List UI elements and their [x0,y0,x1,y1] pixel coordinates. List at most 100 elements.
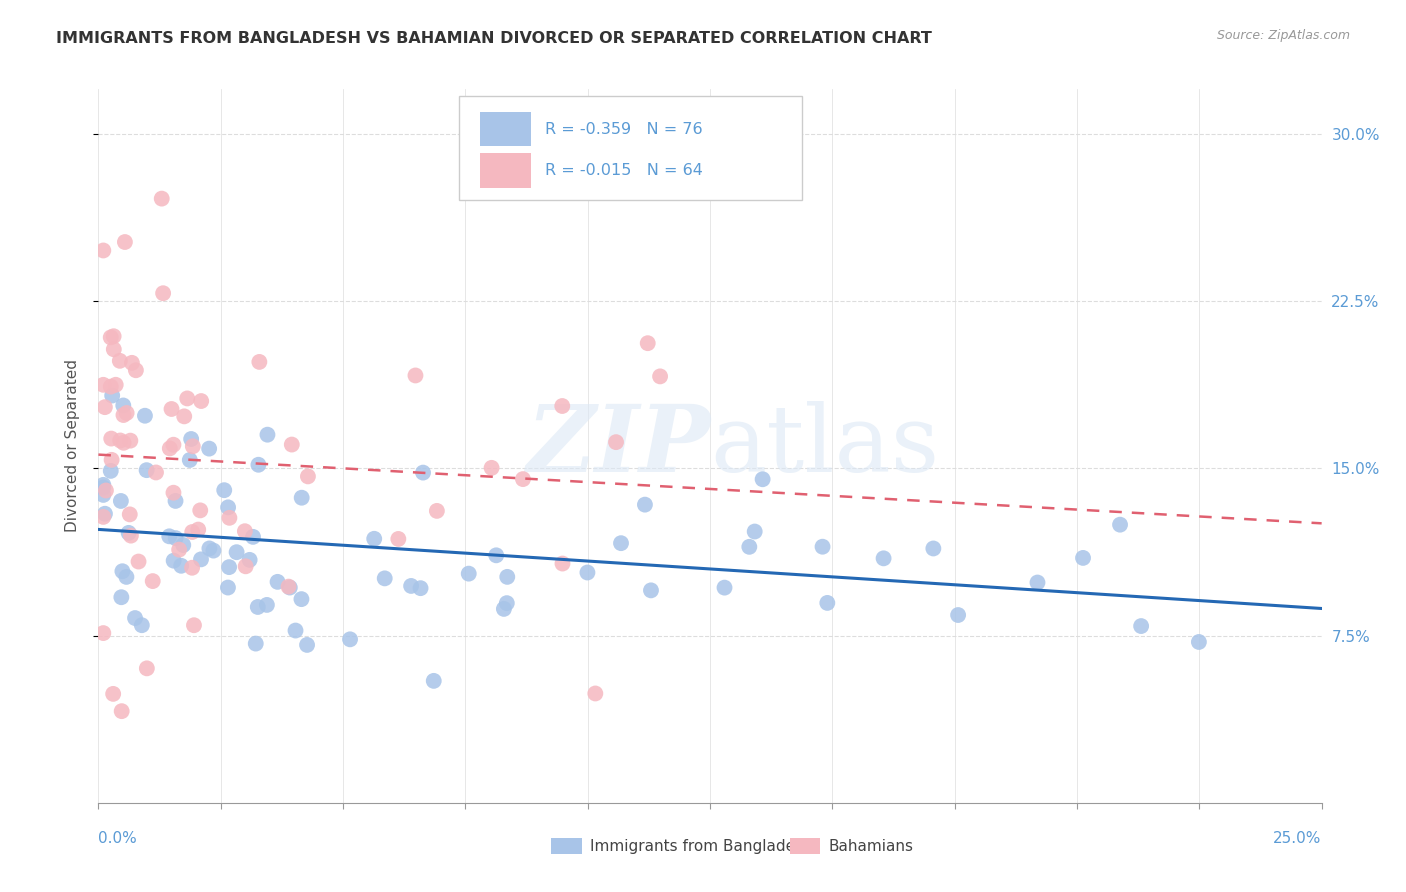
Point [423,673,446,688]
Point [297,469,319,483]
Point [101,687,124,701]
Text: Immigrants from Bangladesh: Immigrants from Bangladesh [591,838,813,854]
Point [120,434,142,448]
Point [291,491,314,505]
Point [242,530,264,544]
Point [576,566,599,580]
Point [640,583,662,598]
Point [374,571,396,585]
Point [551,399,574,413]
Point [648,369,671,384]
Point [104,377,127,392]
Point [605,435,627,450]
Text: R = -0.359   N = 76: R = -0.359 N = 76 [546,121,703,136]
Point [811,540,834,554]
Point [170,558,193,573]
Point [114,235,136,249]
Point [142,574,165,588]
Point [115,406,138,420]
Point [118,508,141,522]
Point [134,409,156,423]
Point [181,524,204,539]
Point [1109,517,1132,532]
Point [399,579,422,593]
Text: IMMIGRANTS FROM BANGLADESH VS BAHAMIAN DIVORCED OR SEPARATED CORRELATION CHART: IMMIGRANTS FROM BANGLADESH VS BAHAMIAN D… [56,31,932,46]
Point [1188,635,1211,649]
Point [198,442,221,456]
Point [1130,619,1153,633]
Point [246,599,269,614]
Point [111,564,134,578]
Point [815,596,838,610]
Point [738,540,761,554]
Point [492,602,515,616]
Point [180,432,202,446]
Point [125,363,148,377]
Text: R = -0.015   N = 64: R = -0.015 N = 64 [546,163,703,178]
Point [583,686,606,700]
Point [212,483,235,498]
Text: atlas: atlas [710,401,939,491]
Point [94,400,117,414]
FancyBboxPatch shape [479,153,531,187]
Text: ZIP: ZIP [526,401,710,491]
Point [128,555,150,569]
Point [157,529,180,543]
Point [363,532,385,546]
Point [426,504,449,518]
Point [233,524,256,539]
Point [637,336,659,351]
Point [112,435,135,450]
Point [103,329,125,343]
Point [183,618,205,632]
Point [145,466,167,480]
Point [218,511,240,525]
Point [751,472,773,486]
Point [610,536,633,550]
Point [412,466,434,480]
Point [110,494,132,508]
Point [101,388,124,402]
Point [181,560,204,574]
Point [103,343,125,357]
Point [111,704,134,718]
Point [173,409,195,424]
Point [1071,550,1094,565]
Point [247,458,270,472]
Point [94,483,117,498]
Point [91,626,114,640]
Point [181,439,204,453]
Point [91,478,114,492]
Point [112,399,135,413]
Point [91,480,114,494]
Point [190,394,212,409]
Point [495,596,517,610]
Point [1026,575,1049,590]
Point [150,192,173,206]
Point [713,581,735,595]
Point [121,356,143,370]
Point [110,434,132,448]
Point [239,553,262,567]
Point [202,543,225,558]
Point [198,541,221,556]
Point [278,581,301,595]
Point [256,598,278,612]
Text: Bahamians: Bahamians [828,838,914,854]
Point [100,464,122,478]
Point [131,618,153,632]
Point [946,607,969,622]
Point [266,574,288,589]
Point [404,368,426,383]
Point [120,528,142,542]
Point [165,531,187,545]
Point [162,485,184,500]
Point [496,570,519,584]
Point [481,460,503,475]
Point [165,494,187,508]
Point [551,557,574,571]
FancyBboxPatch shape [790,838,820,855]
Point [409,581,432,595]
Point [110,591,132,605]
Text: 25.0%: 25.0% [1274,831,1322,847]
